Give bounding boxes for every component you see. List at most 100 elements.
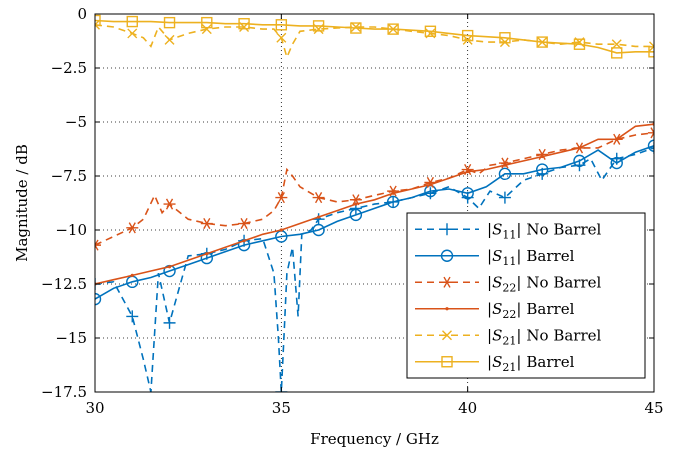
data-point	[238, 18, 250, 30]
series-line	[95, 145, 654, 300]
data-point	[95, 239, 101, 251]
series-line	[95, 19, 654, 54]
data-point	[611, 47, 623, 59]
y-tick-label: −7.5	[51, 167, 87, 185]
data-point	[428, 183, 432, 187]
data-point	[201, 16, 213, 29]
legend-marker	[445, 307, 449, 311]
data-point	[540, 154, 544, 159]
data-point	[498, 191, 511, 204]
legend-item: |S11| No Barrel	[415, 220, 602, 241]
data-point	[242, 239, 246, 243]
data-point	[350, 22, 362, 34]
y-tick-label: −17.5	[41, 383, 87, 401]
data-point	[498, 157, 511, 169]
data-point	[349, 208, 363, 222]
data-point	[312, 223, 325, 237]
y-tick-label: −5	[65, 113, 87, 131]
axis-ticks: 30 35 40 45 0 −2.5 −5 −7.5 −10 −12.5 −15 −17.5	[41, 5, 664, 417]
data-point	[461, 29, 474, 42]
data-point	[499, 32, 511, 44]
data-point	[573, 38, 586, 50]
series-line	[95, 132, 654, 246]
data-point	[201, 24, 212, 35]
data-point	[573, 154, 586, 168]
data-point	[126, 222, 139, 234]
legend-box	[406, 212, 646, 379]
legend-label: |S21| Barrel	[487, 353, 575, 374]
legend-item: |S22| No Barrel	[415, 273, 602, 294]
data-point	[577, 146, 582, 150]
legend-label: |S11| No Barrel	[487, 220, 602, 241]
data-point	[205, 252, 209, 256]
series-line	[95, 147, 654, 392]
data-point	[424, 25, 437, 37]
data-point	[312, 20, 325, 32]
y-axis-label: Magnitude / dB	[13, 144, 31, 262]
legend-label: |S22| No Barrel	[487, 273, 602, 294]
y-tick-label: 0	[77, 5, 87, 23]
plot-frame	[94, 13, 655, 393]
legend-label: |S21| No Barrel	[487, 326, 602, 347]
data-point	[536, 163, 549, 176]
data-point	[95, 14, 101, 27]
series-1	[95, 139, 654, 306]
legend-marker	[441, 223, 453, 236]
data-point	[466, 170, 470, 174]
data-point	[648, 46, 654, 58]
y-tick-label: −15	[55, 329, 87, 347]
x-tick-label: 30	[85, 399, 104, 417]
series-line	[95, 123, 654, 285]
legend-item: |S21| No Barrel	[415, 326, 602, 347]
data-point	[279, 228, 283, 232]
x-tick-label: 40	[458, 399, 477, 417]
series-layer	[95, 14, 654, 392]
legend: |S11| No Barrel |S11| Barrel |S22| No Barrel |…	[406, 212, 646, 379]
legend-item: |S11| Barrel	[415, 247, 575, 268]
data-point	[312, 192, 325, 204]
x-tick-label: 35	[272, 399, 291, 417]
data-point	[164, 34, 175, 45]
x-tick-label: 45	[644, 399, 663, 417]
data-point	[350, 21, 361, 32]
data-point	[503, 163, 507, 167]
data-point	[354, 202, 358, 206]
data-point	[127, 28, 138, 39]
data-point	[130, 273, 134, 277]
legend-item: |S22| Barrel	[415, 300, 575, 321]
legend-item: |S21| Barrel	[415, 353, 575, 374]
data-point	[648, 127, 654, 139]
data-point	[126, 15, 138, 28]
data-point	[615, 137, 619, 141]
data-point	[387, 23, 399, 35]
data-point	[317, 215, 321, 219]
data-point	[498, 167, 512, 181]
data-point	[238, 217, 251, 230]
legend-marker	[440, 249, 454, 262]
data-point	[647, 139, 654, 152]
legend-marker	[441, 356, 453, 368]
data-point	[610, 156, 623, 170]
data-point	[163, 316, 176, 329]
legend-label: |S22| Barrel	[487, 300, 575, 321]
data-point	[95, 19, 100, 30]
legend-marker	[442, 330, 452, 341]
x-axis-label: Frequency / GHz	[310, 430, 439, 448]
data-point	[461, 187, 474, 200]
data-point	[126, 310, 139, 323]
series-5	[95, 14, 654, 59]
data-point	[200, 217, 213, 230]
y-tick-label: −10	[55, 221, 87, 239]
data-point	[163, 16, 176, 29]
data-point	[163, 198, 176, 210]
y-tick-label: −12.5	[41, 275, 87, 293]
data-point	[536, 36, 548, 48]
data-point	[386, 195, 400, 209]
data-point	[391, 191, 395, 195]
data-point	[649, 41, 654, 52]
data-point	[167, 265, 172, 269]
data-point	[95, 292, 102, 306]
legend-label: |S11| Barrel	[487, 247, 575, 268]
data-point	[276, 32, 287, 43]
